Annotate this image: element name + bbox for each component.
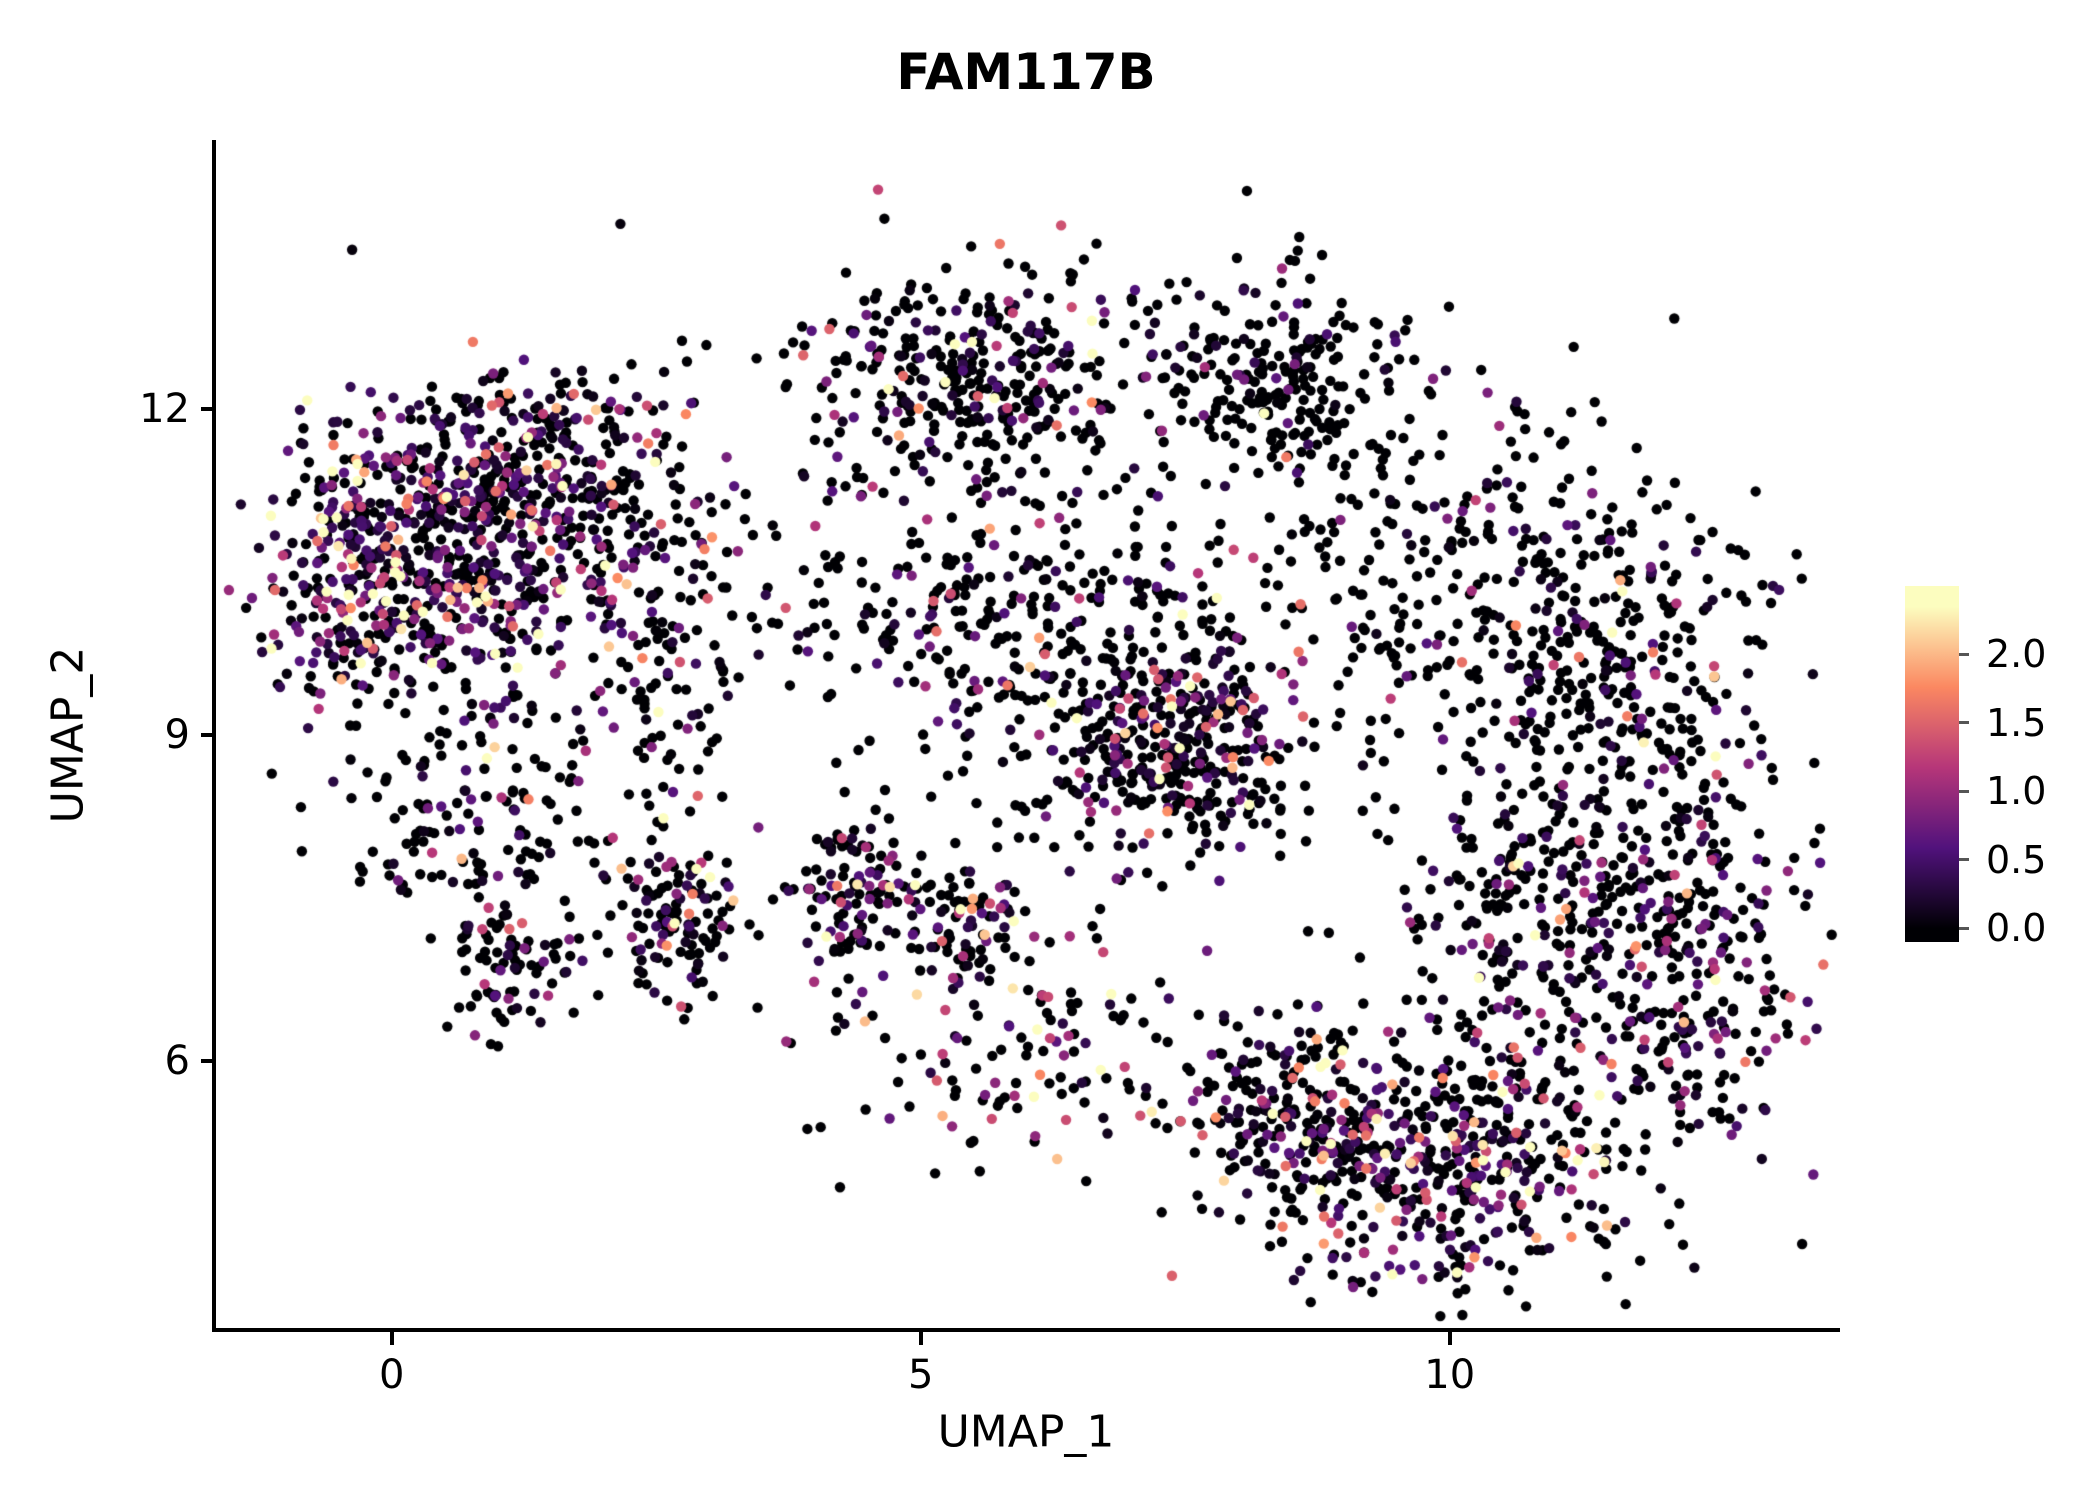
y-tick-label: 12 bbox=[139, 385, 190, 432]
x-tick-label: 5 bbox=[907, 1352, 934, 1398]
x-tick-mark bbox=[918, 1332, 923, 1345]
y-tick-mark bbox=[201, 1059, 214, 1064]
colorbar-tick-mark bbox=[1959, 721, 1969, 725]
colorbar-tick-mark bbox=[1959, 926, 1969, 930]
colorbar-tick-label: 1.0 bbox=[1986, 769, 2047, 814]
x-tick-label: 10 bbox=[1424, 1352, 1476, 1398]
x-axis-label: UMAP_1 bbox=[937, 1406, 1115, 1458]
colorbar-tick-label: 0.5 bbox=[1986, 837, 2047, 882]
colorbar bbox=[1905, 586, 1959, 942]
y-tick-label: 6 bbox=[164, 1038, 190, 1085]
colorbar-tick-label: 1.5 bbox=[1986, 700, 2047, 745]
x-tick-label: 0 bbox=[379, 1352, 405, 1398]
colorbar-tick-label: 2.0 bbox=[1986, 632, 2047, 677]
colorbar-tick-mark bbox=[1959, 789, 1969, 793]
colorbar-tick-label: 0.0 bbox=[1986, 906, 2047, 951]
x-tick-mark bbox=[1447, 1332, 1452, 1345]
x-tick-mark bbox=[389, 1332, 394, 1345]
y-axis-spine bbox=[212, 140, 216, 1332]
colorbar-tick-mark bbox=[1959, 858, 1969, 862]
chart-title: FAM117B bbox=[896, 43, 1156, 101]
colorbar-tick-mark bbox=[1959, 652, 1969, 656]
x-axis-spine bbox=[212, 1328, 1840, 1332]
y-tick-label: 9 bbox=[164, 712, 190, 758]
y-tick-mark bbox=[201, 733, 214, 737]
y-tick-mark bbox=[201, 406, 214, 411]
y-axis-label: UMAP_2 bbox=[42, 646, 94, 824]
